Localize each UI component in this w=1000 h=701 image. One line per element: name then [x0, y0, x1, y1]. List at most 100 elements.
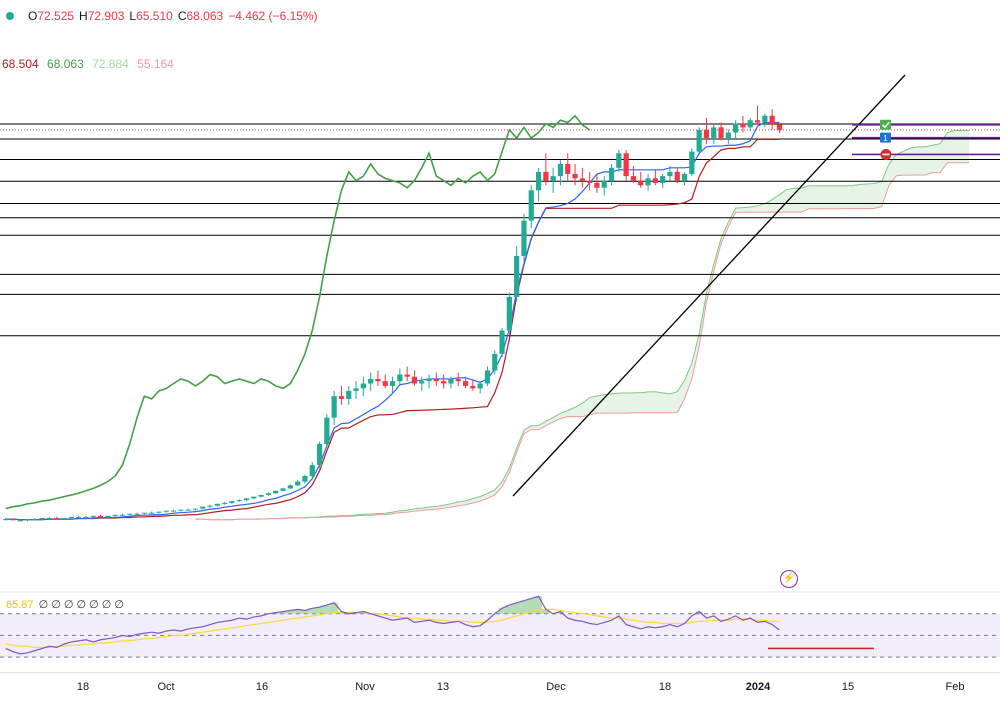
candle-body — [419, 381, 425, 384]
candle-body — [616, 153, 622, 168]
candle-body — [601, 180, 607, 188]
indicator-value: 68.063 — [47, 57, 84, 71]
candle-body — [295, 481, 301, 486]
candle-body — [346, 390, 352, 399]
rsi-overbought-fill — [315, 607, 324, 614]
candle-body — [17, 520, 23, 522]
candle-body — [178, 509, 184, 511]
candle-body — [594, 182, 600, 188]
candle-body — [32, 519, 38, 521]
rsi-overbought-fill — [534, 596, 543, 614]
candle-body — [535, 171, 542, 191]
lagging-span — [5, 114, 591, 510]
candle-body — [273, 490, 279, 494]
leading-span-b — [195, 162, 970, 521]
candle-body — [39, 518, 45, 520]
candle-body — [127, 513, 133, 515]
rsi-overbought-fill — [513, 602, 521, 614]
high-label: H — [79, 9, 88, 23]
candle-body — [733, 123, 739, 133]
candle-body — [134, 513, 140, 515]
candle-body — [324, 417, 330, 444]
rsi-legend: 65.87 ∅ ∅ ∅ ∅ ∅ ∅ ∅ — [6, 598, 124, 611]
rsi-overbought-fill — [498, 608, 506, 614]
rsi-overbought-fill — [286, 610, 294, 614]
candle-body — [280, 488, 286, 491]
ichimoku-cloud — [195, 130, 970, 521]
indicator-value: 55.164 — [137, 57, 174, 71]
candle-body — [514, 255, 520, 297]
candle-body — [506, 296, 512, 331]
candle-body — [623, 153, 629, 177]
candle-body — [149, 512, 155, 514]
candle-body — [309, 465, 315, 476]
ohlc-legend: O 72.525 H 72.903 L 65.510 C 68.063 −4.462 (… — [6, 9, 323, 23]
candle-body — [652, 178, 658, 183]
trendline[interactable] — [512, 74, 906, 497]
candle-body — [477, 383, 483, 389]
price-chart[interactable]: 1 — [0, 0, 1000, 672]
candle-body — [703, 129, 710, 138]
rsi-overbought-fill — [301, 610, 309, 614]
candle-body — [3, 519, 9, 521]
x-tick-label: 18 — [76, 681, 90, 693]
candle-body — [119, 514, 126, 516]
level-markers[interactable]: 1 — [852, 119, 1000, 160]
candle-body — [711, 127, 717, 138]
candle-body — [236, 500, 242, 502]
candle-body — [90, 515, 96, 517]
candle-body — [331, 396, 337, 418]
candle-body — [105, 515, 111, 517]
candle-body — [630, 176, 637, 181]
x-tick-label: Feb — [945, 681, 965, 693]
rsi-overbought-fill — [695, 611, 703, 614]
open-label: O — [28, 9, 38, 23]
candle-body — [776, 124, 783, 130]
rsi-value: 65.87 — [6, 599, 34, 611]
candle-body — [660, 176, 666, 183]
rsi-overbought-fill — [527, 598, 535, 614]
x-tick-label: Dec — [546, 681, 566, 693]
candle-body — [404, 374, 410, 377]
x-tick-label: 15 — [841, 681, 855, 693]
candles — [3, 105, 783, 522]
candle-body — [170, 510, 177, 512]
close-label: C — [177, 9, 187, 23]
candle-body — [222, 502, 228, 504]
rsi-line — [5, 595, 780, 655]
low-value: 65.510 — [136, 9, 173, 23]
candle-body — [251, 496, 257, 499]
rsi-overbought-fill — [294, 609, 302, 614]
x-tick-label: 18 — [658, 681, 672, 693]
candle-body — [455, 378, 461, 382]
candle-body — [141, 512, 147, 514]
candle-body — [287, 485, 293, 489]
candle-body — [112, 514, 118, 516]
candle-body — [557, 163, 564, 177]
candle-body — [747, 120, 753, 128]
low-label: L — [129, 9, 137, 23]
candle-body — [185, 509, 191, 511]
candle-body — [360, 383, 366, 389]
candle-body — [681, 173, 688, 181]
candle-body — [725, 132, 731, 138]
rsi-ma-line — [5, 608, 780, 648]
candle-body — [214, 503, 220, 506]
close-value: 68.063 — [186, 9, 224, 23]
candle-body — [54, 518, 60, 520]
rsi-overbought-fill — [542, 609, 550, 614]
candle-body — [243, 498, 250, 501]
x-tick-label: 16 — [255, 681, 269, 693]
x-tick-label: Nov — [355, 681, 375, 693]
candle-body — [83, 516, 89, 518]
candle-body — [492, 353, 498, 371]
indicator-value: 72.884 — [92, 57, 129, 71]
time-axis[interactable]: 18 Oct 16 Nov 13 Dec 18 2024 15 Feb — [0, 672, 1000, 701]
candle-body — [192, 508, 199, 510]
flash-icon[interactable]: ⚡ — [780, 570, 798, 588]
rsi-pane — [0, 591, 1000, 658]
x-tick-label: Oct — [157, 681, 175, 693]
candle-body — [61, 518, 67, 520]
kijun-line — [5, 138, 780, 521]
candle-body — [163, 510, 169, 512]
